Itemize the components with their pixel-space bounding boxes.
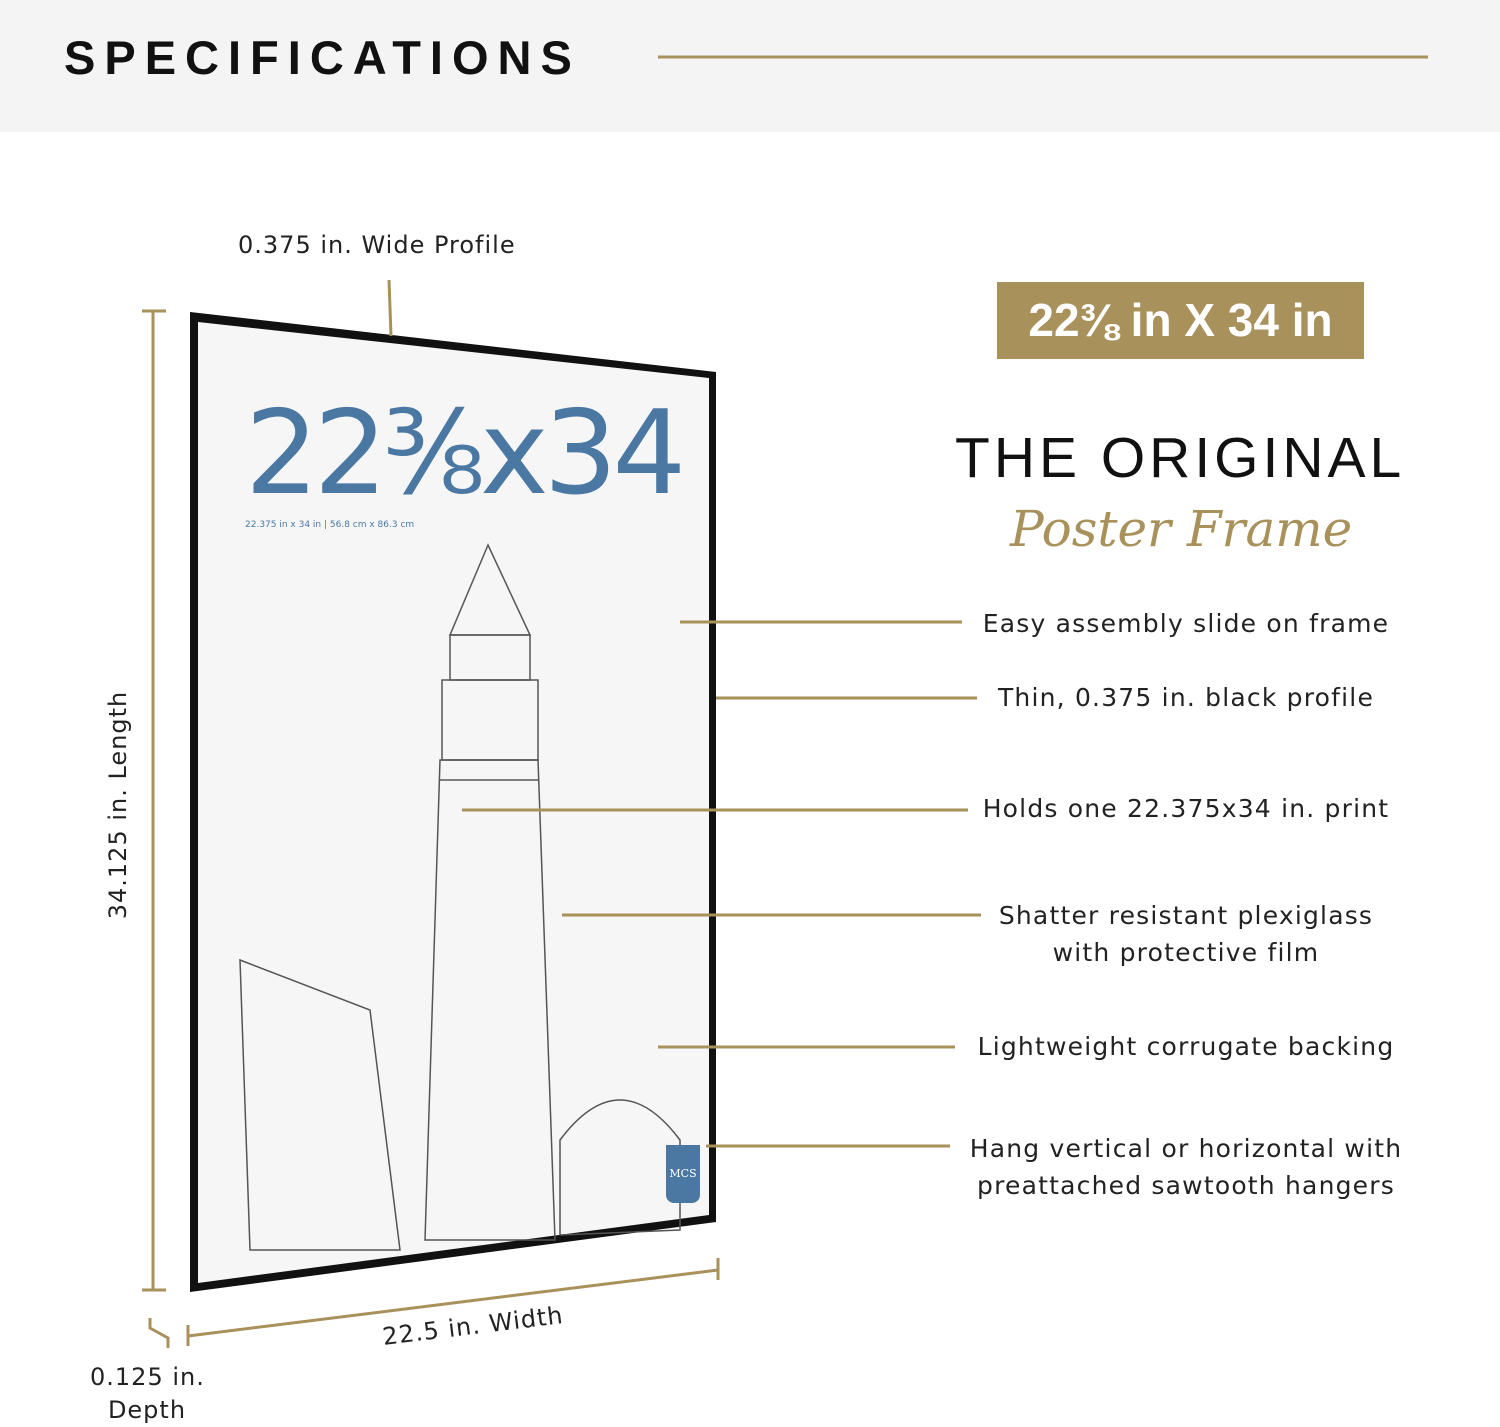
callout-hangers: Hang vertical or horizontal with preattac… <box>936 1130 1436 1204</box>
callout-text: with protective film <box>1052 938 1320 967</box>
brand-script: Poster Frame <box>1010 500 1353 558</box>
callout-assembly: Easy assembly slide on frame <box>936 605 1436 642</box>
depth-label-1: 0.125 in. <box>90 1363 205 1391</box>
brand-logo: MCS <box>666 1145 700 1203</box>
callout-text: Hang vertical or horizontal with <box>969 1134 1403 1163</box>
depth-label-2: Depth <box>107 1396 187 1424</box>
frame-inner <box>198 322 709 1283</box>
callout-text: Lightweight corrugate backing <box>977 1032 1395 1061</box>
callout-text: Shatter resistant plexiglass <box>998 901 1374 930</box>
poster-size-text: 22³⁄₈x34 <box>245 386 686 521</box>
profile-pointer <box>387 279 393 337</box>
depth-bracket <box>148 1318 170 1348</box>
callout-lines <box>462 620 981 1148</box>
callout-text: Thin, 0.375 in. black profile <box>997 683 1375 712</box>
callout-text: preattached sawtooth hangers <box>977 1171 1395 1200</box>
header-band <box>0 0 1500 132</box>
width-dimension-line <box>186 1258 720 1346</box>
profile-label: 0.375 in. Wide Profile <box>238 231 516 259</box>
callout-text: Easy assembly slide on frame <box>982 609 1390 638</box>
tower-sketch <box>239 543 681 1251</box>
length-label: 34.125 in. Length <box>104 690 132 920</box>
callout-plexiglass: Shatter resistant plexiglass with protect… <box>936 897 1436 971</box>
page-title: SPECIFICATIONS <box>64 31 581 84</box>
callout-profile: Thin, 0.375 in. black profile <box>936 679 1436 716</box>
callout-backing: Lightweight corrugate backing <box>936 1028 1436 1065</box>
brand-title: THE ORIGINAL <box>955 426 1406 490</box>
poster-subtitle: 22.375 in x 34 in | 56.8 cm x 86.3 cm <box>245 520 415 530</box>
callout-print: Holds one 22.375x34 in. print <box>936 790 1436 827</box>
length-dimension-line <box>142 309 166 1292</box>
callout-text: Holds one 22.375x34 in. print <box>982 794 1390 823</box>
size-badge: 22⅜ in X 34 in <box>997 282 1364 359</box>
